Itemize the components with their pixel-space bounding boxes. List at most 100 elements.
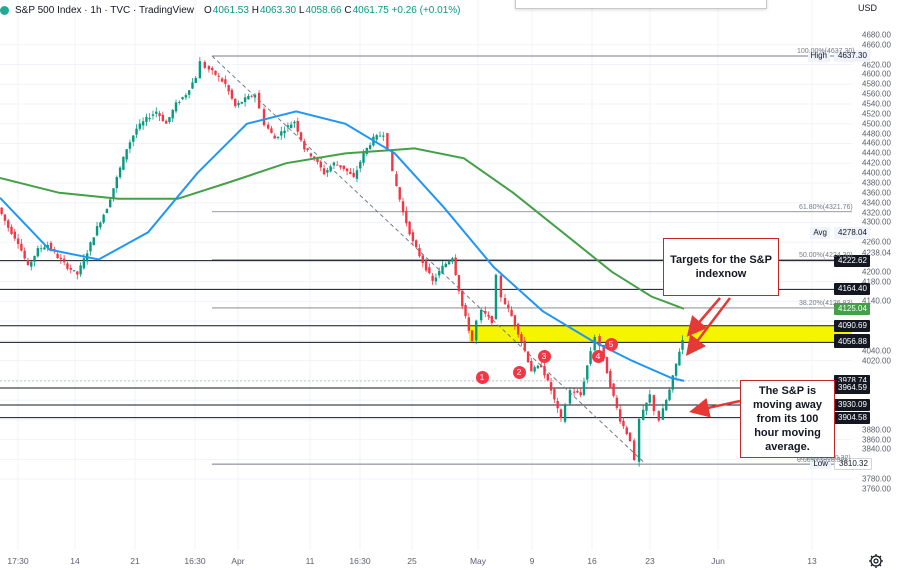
candle-body bbox=[674, 363, 678, 376]
time-tick: 16 bbox=[587, 556, 597, 566]
candle-body bbox=[355, 170, 359, 179]
candle-body bbox=[0, 207, 3, 214]
candle-body bbox=[589, 351, 592, 364]
candle-body bbox=[3, 214, 7, 221]
floating-panel[interactable] bbox=[515, 0, 767, 9]
fib-level-label: 61.80%(4321.76) bbox=[799, 203, 853, 211]
swing-point-marker: 1 bbox=[475, 370, 489, 384]
candle-body bbox=[401, 201, 405, 213]
candle-body bbox=[359, 161, 362, 169]
swing-point-marker: 3 bbox=[537, 349, 551, 363]
price-axis[interactable]: 4680.00 4660.00 4620.00 4600.00 4580.00 4560.… bbox=[836, 0, 900, 570]
candle-body bbox=[322, 168, 326, 175]
fib-level-label: 50.00%(4224.30) bbox=[799, 251, 853, 259]
candle-body bbox=[332, 162, 336, 166]
candle-body bbox=[270, 128, 273, 133]
candle-body bbox=[582, 381, 586, 395]
candle-body bbox=[386, 133, 389, 151]
candle-body bbox=[408, 221, 411, 235]
price-tick: 4020.00 bbox=[862, 356, 891, 366]
candle-body bbox=[523, 340, 526, 351]
swing-point-marker: 4 bbox=[591, 349, 605, 363]
candle-body bbox=[39, 248, 43, 250]
currency-label[interactable]: USD bbox=[858, 3, 878, 13]
candle-body bbox=[174, 102, 178, 112]
candle-body bbox=[33, 255, 36, 262]
candle-body bbox=[69, 267, 72, 270]
candle-body bbox=[62, 258, 66, 263]
price-tick: 3760.00 bbox=[862, 484, 891, 494]
chart-header: S&P 500 Index · 1h · TVC · TradingView O… bbox=[0, 2, 460, 18]
candle-body bbox=[507, 304, 510, 309]
candle-body bbox=[329, 166, 332, 172]
candle-body bbox=[198, 61, 202, 79]
candle-body bbox=[668, 389, 671, 401]
candle-body bbox=[161, 114, 165, 122]
candle-body bbox=[92, 237, 95, 246]
candle-body bbox=[262, 109, 266, 126]
time-tick: 9 bbox=[529, 556, 535, 566]
price-tick: 4540.00 bbox=[862, 99, 891, 109]
candle-body bbox=[572, 391, 576, 393]
price-tick: 4580.00 bbox=[862, 79, 891, 89]
arrow-to-ma100 bbox=[689, 398, 741, 418]
candle-body bbox=[490, 315, 494, 324]
candle-body bbox=[194, 77, 197, 84]
candle-body bbox=[665, 399, 668, 411]
candle-body bbox=[13, 231, 17, 239]
candle-body bbox=[454, 257, 457, 276]
candle-body bbox=[76, 271, 79, 275]
candle-body bbox=[637, 418, 641, 462]
candle-body bbox=[122, 156, 125, 170]
time-tick: 21 bbox=[130, 556, 140, 566]
candle-body bbox=[299, 132, 303, 141]
candle-body bbox=[43, 247, 46, 250]
candle-body bbox=[568, 389, 572, 404]
change-readout: +0.26 (+0.01%) bbox=[391, 4, 461, 16]
candle-body bbox=[622, 420, 625, 427]
price-tick: 4440.00 bbox=[862, 148, 891, 158]
candle-body bbox=[286, 125, 290, 128]
candle-body bbox=[464, 305, 467, 317]
candle-body bbox=[533, 367, 536, 372]
price-tag: Avg 4278.04 bbox=[810, 227, 870, 240]
candle-body bbox=[191, 82, 194, 89]
price-tag: 4056.88 bbox=[834, 336, 870, 349]
candle-body bbox=[609, 371, 612, 388]
candle-body bbox=[217, 75, 220, 77]
candle-body bbox=[181, 97, 184, 100]
candle-body bbox=[444, 263, 447, 267]
candle-body bbox=[257, 92, 261, 109]
candle-body bbox=[576, 390, 579, 393]
price-tag: 4125.04 bbox=[834, 302, 870, 315]
candle-body bbox=[184, 95, 188, 98]
price-tick: 4140.00 bbox=[862, 296, 891, 306]
price-tick: 4420.00 bbox=[862, 158, 891, 168]
candle-body bbox=[72, 270, 76, 271]
time-tick: Jun bbox=[711, 556, 725, 566]
targets-callout: Targets for the S&P indexnow bbox=[663, 238, 779, 296]
time-tick: 23 bbox=[645, 556, 655, 566]
candle-body bbox=[283, 130, 286, 134]
settings-gear-icon[interactable] bbox=[868, 553, 884, 569]
candle-body bbox=[89, 242, 92, 252]
symbol-title[interactable]: S&P 500 Index · 1h · TVC · TradingView bbox=[15, 4, 194, 16]
candle-body bbox=[648, 394, 651, 403]
candle-body bbox=[378, 135, 382, 137]
price-tick: 3780.00 bbox=[862, 474, 891, 484]
candle-body bbox=[451, 258, 454, 262]
candle-body bbox=[105, 209, 109, 214]
fib-level-label: 0.00%(3810.32) bbox=[797, 457, 847, 465]
candle-body bbox=[421, 255, 424, 263]
candle-body bbox=[243, 97, 247, 103]
candle-body bbox=[553, 389, 556, 400]
fib-level-label: 100.00%(4637.30) bbox=[797, 48, 855, 55]
candle-body bbox=[224, 79, 227, 84]
swing-point-marker: 5 bbox=[604, 337, 618, 351]
candle-body bbox=[475, 320, 478, 341]
candle-body bbox=[618, 409, 622, 422]
candle-body bbox=[546, 374, 549, 381]
candle-body bbox=[479, 309, 483, 321]
candle-body bbox=[16, 238, 20, 244]
